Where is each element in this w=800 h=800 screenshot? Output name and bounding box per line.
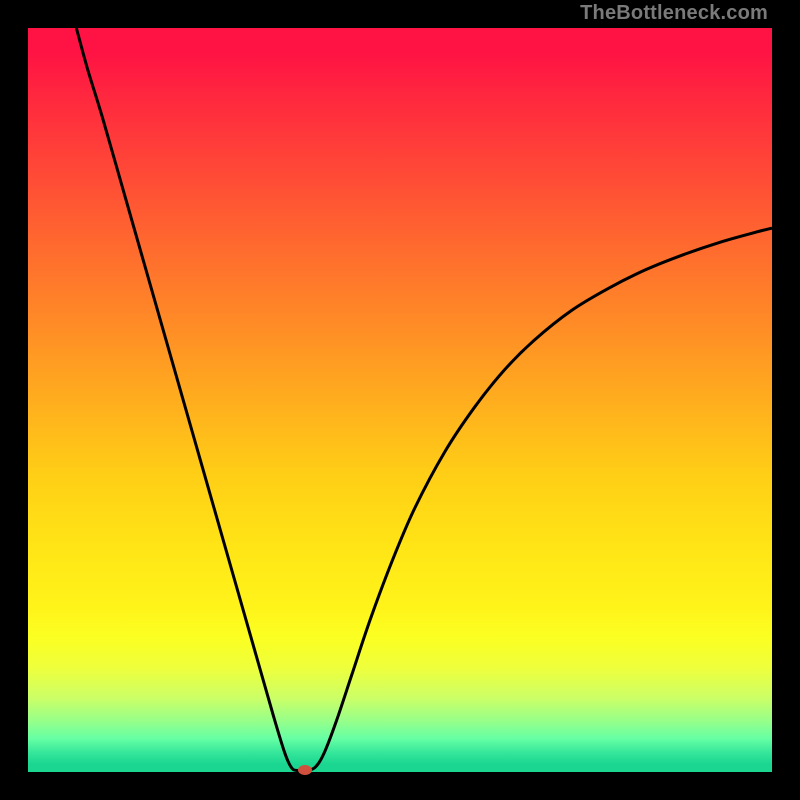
bottleneck-curve-svg [28, 28, 772, 772]
watermark-text: TheBottleneck.com [580, 2, 768, 25]
plot-area [28, 28, 772, 772]
bottleneck-curve [76, 28, 772, 771]
optimum-marker [298, 765, 312, 775]
